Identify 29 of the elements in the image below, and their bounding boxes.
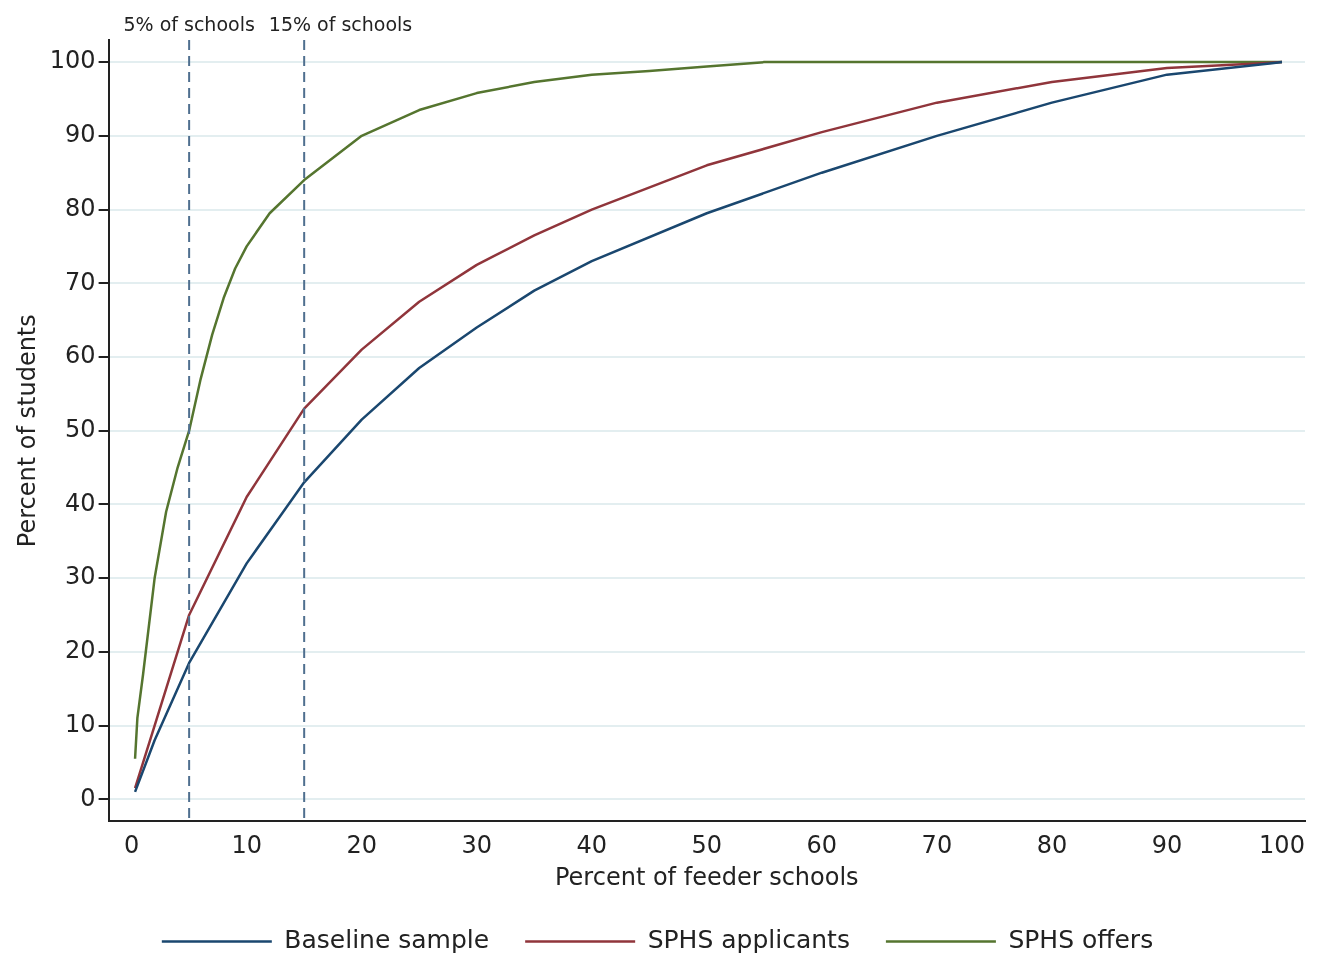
y-tick-label: 50 (65, 414, 96, 443)
x-tick-label: 70 (921, 831, 953, 860)
y-tick-label: 60 (65, 341, 96, 370)
ref-line-label: 15% of schools (268, 13, 413, 36)
y-axis-title: Percent of students (12, 314, 41, 548)
x-tick-label: 0 (123, 831, 140, 860)
y-tick-label: 80 (65, 193, 96, 222)
x-tick-label: 30 (461, 831, 492, 860)
x-axis-title: Percent of feeder schools (554, 862, 859, 891)
x-tick-label: 90 (1151, 831, 1183, 860)
x-tick-label: 80 (1036, 831, 1068, 860)
y-tick-label: 100 (49, 46, 96, 75)
x-tick-label: 20 (346, 831, 377, 860)
x-tick-label: 40 (576, 831, 608, 860)
y-tick-label: 20 (65, 636, 96, 665)
legend-label: SPHS offers (1008, 925, 1154, 954)
x-tick-label: 60 (806, 831, 838, 860)
ref-line-label: 5% of schools (123, 13, 255, 36)
y-tick-label: 40 (65, 488, 96, 517)
legend-label: Baseline sample (284, 925, 490, 954)
x-tick-label: 10 (231, 831, 262, 860)
legend-label: SPHS applicants (647, 925, 850, 954)
y-tick-label: 90 (65, 120, 96, 149)
y-tick-label: 0 (80, 783, 96, 812)
y-tick-label: 70 (65, 267, 96, 296)
x-tick-label: 100 (1259, 831, 1305, 860)
y-tick-label: 30 (65, 562, 96, 591)
x-tick-label: 50 (691, 831, 723, 860)
y-tick-label: 10 (65, 709, 96, 738)
